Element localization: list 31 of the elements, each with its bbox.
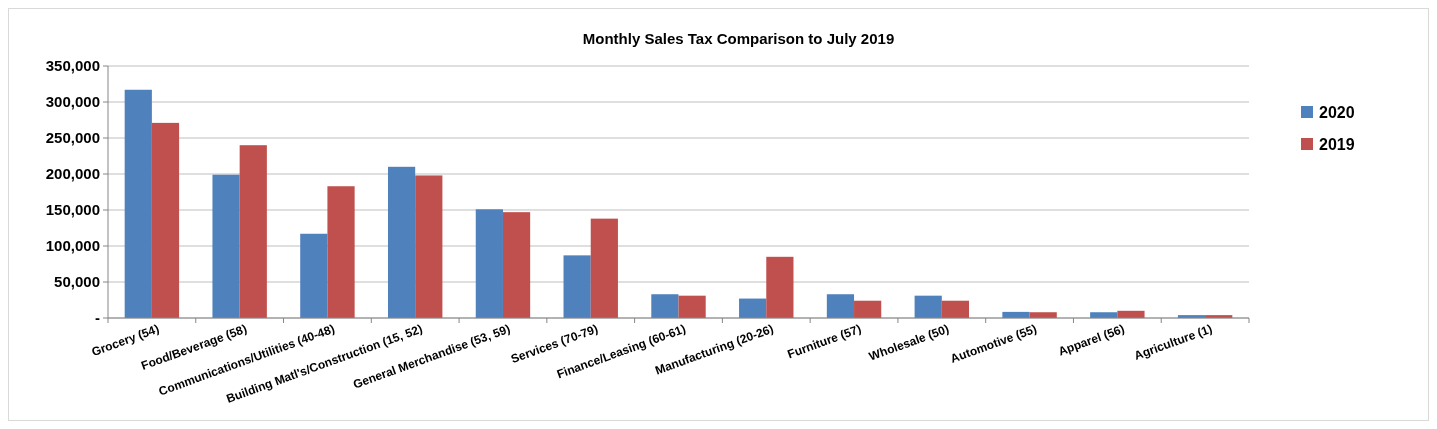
y-tick-label: 300,000 (45, 93, 100, 111)
bar (239, 145, 267, 318)
bar (327, 186, 355, 318)
bar (678, 295, 706, 318)
bar (826, 294, 855, 318)
bar (124, 89, 152, 318)
bar (563, 255, 591, 318)
chart-title: Monthly Sales Tax Comparison to July 2019 (582, 30, 895, 47)
y-tick-label: 200,000 (45, 165, 100, 183)
legend-label: 2019 (1319, 135, 1355, 153)
bar (387, 166, 416, 318)
legend-label: 2020 (1319, 103, 1355, 121)
y-tick-label: 250,000 (45, 129, 100, 147)
y-tick-label: 150,000 (45, 201, 100, 219)
bar (914, 295, 942, 318)
y-tick-label: 100,000 (45, 237, 100, 255)
bar (651, 294, 679, 318)
bar (415, 175, 443, 318)
bar (300, 233, 328, 318)
y-tick-label: - (95, 309, 100, 327)
bar (766, 256, 794, 318)
bar (854, 300, 882, 318)
bar (739, 298, 767, 318)
bar (941, 300, 970, 318)
bar (475, 209, 503, 318)
bar (502, 212, 531, 318)
y-tick-label: 350,000 (45, 57, 100, 75)
bar (212, 174, 240, 318)
y-tick-label: 50,000 (54, 273, 100, 291)
bar (590, 218, 618, 318)
bar (151, 122, 180, 318)
